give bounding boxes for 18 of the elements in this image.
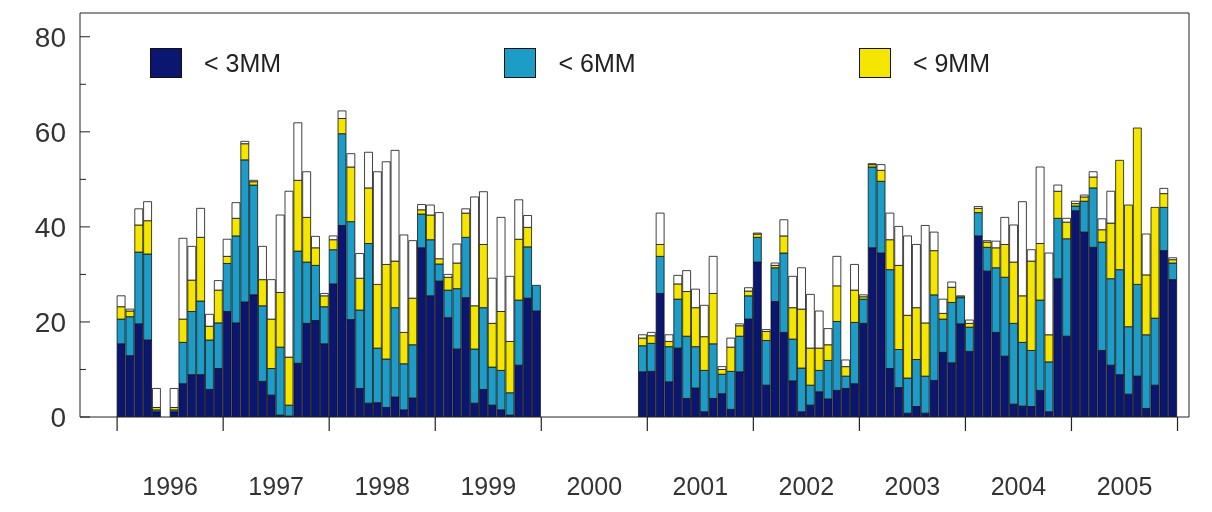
x-tick-label: 2005 [1096,472,1153,500]
y-tick-label: 80 [34,21,66,53]
x-tick-label: 1998 [354,472,411,500]
x-tick-label: 1997 [248,472,304,500]
y-tick-label: 20 [34,306,66,338]
legend-label: < 3MM [204,48,282,78]
y-tick-label: 40 [34,211,66,243]
y-tick-label: 60 [34,116,66,148]
x-tick-label: 2001 [672,472,729,500]
x-tick-label: 2003 [884,472,941,500]
x-tick-label: 1996 [142,472,198,500]
x-tick-label: 2002 [778,472,835,500]
x-tick-label: 2004 [990,472,1047,500]
legend-label: < 6MM [558,48,636,78]
x-tick-label: 2000 [566,472,623,500]
legend-label: < 9MM [912,48,990,78]
x-tick-label: 1999 [460,472,517,500]
y-tick-label: 0 [50,401,66,433]
